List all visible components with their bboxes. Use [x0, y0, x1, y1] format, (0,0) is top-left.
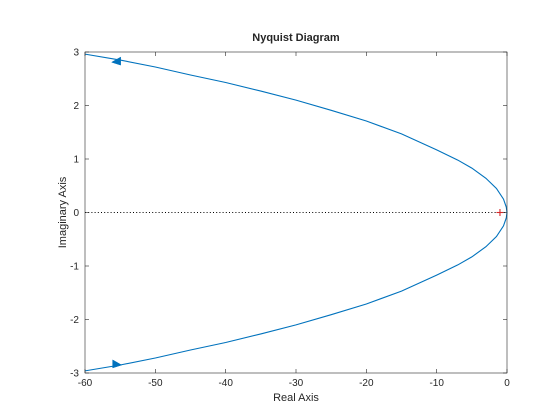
x-tick-label: -30: [289, 378, 304, 389]
x-tick-label: -60: [78, 378, 93, 389]
x-tick-label: -50: [148, 378, 163, 389]
x-tick-label: 0: [504, 378, 510, 389]
plot-area: [85, 52, 507, 373]
chart-title: Nyquist Diagram: [252, 32, 340, 44]
y-tick-label: 0: [73, 208, 79, 219]
marker-layer: [111, 56, 504, 369]
y-tick-label: 1: [73, 155, 79, 166]
y-axis-label: Imaginary Axis: [57, 176, 69, 248]
y-tick-label: -3: [70, 369, 79, 380]
y-tick-label: 3: [73, 48, 79, 59]
x-tick-label: -10: [429, 378, 444, 389]
y-tick-label: -1: [70, 262, 79, 273]
x-tick-label: -40: [218, 378, 233, 389]
direction-arrow-upper: [111, 56, 121, 66]
direction-arrow-lower: [112, 359, 123, 369]
y-tick-label: -2: [70, 315, 79, 326]
x-tick-label: -20: [359, 378, 374, 389]
y-tick-label: 2: [73, 101, 79, 112]
x-axis-label: Real Axis: [273, 392, 319, 404]
